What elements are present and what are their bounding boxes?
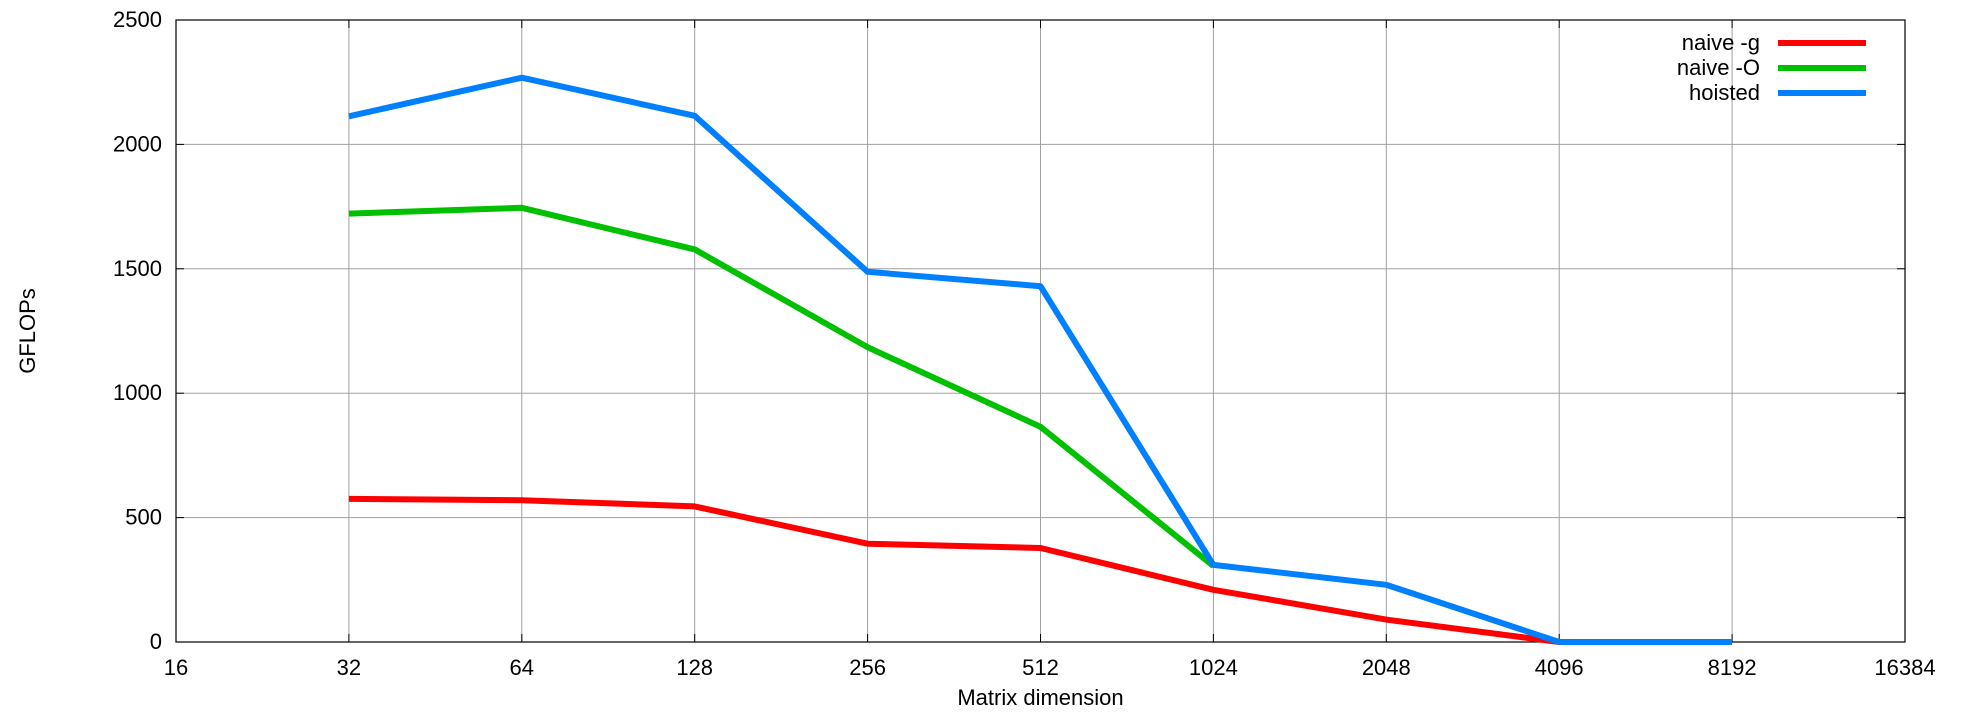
axes: [175, 19, 1906, 643]
y-tick-label: 0: [150, 629, 162, 654]
series-line-naive-o: [348, 204, 1216, 569]
series-lines: [348, 74, 1733, 645]
series-line-hoisted: [348, 74, 1733, 645]
y-tick-label: 2000: [113, 131, 162, 156]
legend-label: naive -g: [1682, 30, 1760, 55]
y-tick-label: 500: [125, 505, 162, 530]
x-tick-label: 512: [1022, 655, 1059, 680]
y-tick-label: 1000: [113, 380, 162, 405]
grid: [176, 20, 1905, 642]
x-tick-label: 2048: [1362, 655, 1411, 680]
x-tick-label: 32: [337, 655, 361, 680]
tick-labels: 16 32 64 128 256 512 1024 2048 4096 8192 16384 0 500…: [113, 7, 1936, 680]
x-tick-label: 256: [849, 655, 886, 680]
x-tick-label: 64: [510, 655, 534, 680]
x-tick-label: 128: [676, 655, 713, 680]
y-tick-label: 2500: [113, 7, 162, 32]
x-tick-label: 16384: [1874, 655, 1935, 680]
x-tick-label: 16: [164, 655, 188, 680]
x-axis-label: Matrix dimension: [957, 685, 1123, 710]
x-tick-label: 8192: [1708, 655, 1757, 680]
x-tick-label: 1024: [1189, 655, 1238, 680]
x-tick-label: 4096: [1535, 655, 1584, 680]
series-line-naive-g: [348, 495, 1560, 645]
plot-frame: [175, 19, 1906, 643]
legend-label: hoisted: [1689, 80, 1760, 105]
legend-label: naive -O: [1677, 55, 1760, 80]
y-axis-label: GFLOPs: [15, 288, 40, 374]
y-tick-label: 1500: [113, 256, 162, 281]
